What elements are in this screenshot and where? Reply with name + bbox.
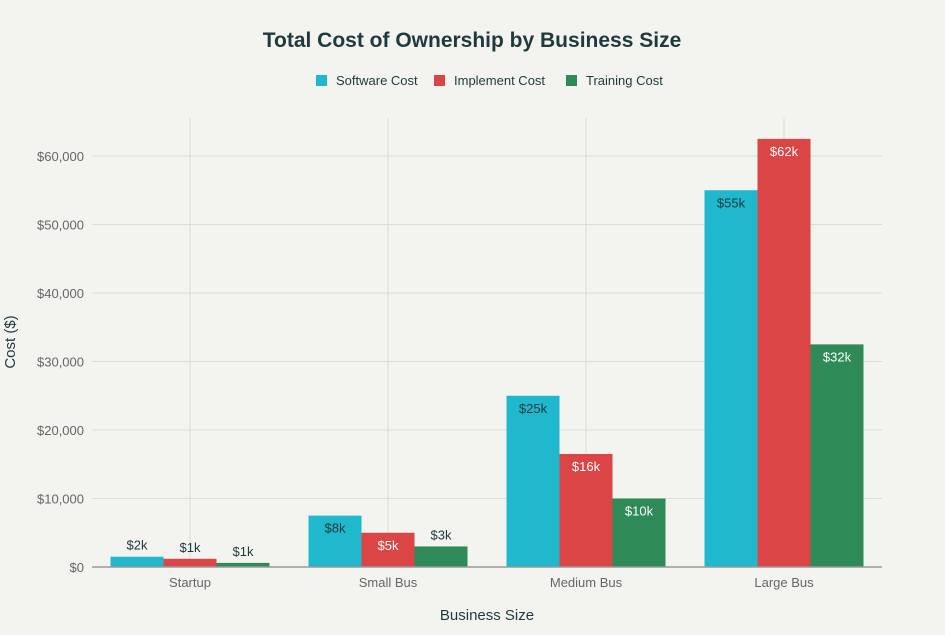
x-axis-title: Business Size (440, 607, 534, 624)
bar-training-cost (216, 562, 270, 567)
legend-label: Software Cost (336, 73, 418, 88)
chart-title: Total Cost of Ownership by Business Size (263, 29, 682, 52)
bar-software-cost (506, 395, 560, 567)
data-label: $55k (717, 195, 746, 210)
x-tick-label: Small Bus (359, 575, 418, 590)
x-tick-label: Large Bus (754, 575, 814, 590)
y-axis-title: Cost ($) (2, 315, 19, 368)
bar-implement-cost (757, 138, 811, 567)
y-tick-label: $40,000 (37, 286, 84, 301)
legend-label: Implement Cost (454, 73, 545, 88)
legend-swatch (316, 75, 327, 86)
data-label: $25k (519, 401, 548, 416)
data-label: $5k (378, 538, 399, 553)
legend-swatch (434, 75, 445, 86)
data-label: $2k (127, 538, 148, 553)
bar-implement-cost (361, 532, 415, 567)
x-tick-label: Startup (169, 575, 211, 590)
bar-implement-cost (559, 453, 613, 567)
data-label: $10k (625, 504, 654, 519)
bar-implement-cost (163, 558, 217, 567)
legend-swatch (566, 75, 577, 86)
data-label: $32k (823, 349, 852, 364)
bar-software-cost (308, 515, 362, 567)
data-label: $8k (325, 521, 346, 536)
bar-training-cost (414, 546, 468, 567)
y-tick-label: $0 (70, 560, 84, 575)
bar-software-cost (704, 190, 758, 567)
x-tick-label: Medium Bus (550, 575, 623, 590)
y-tick-label: $50,000 (37, 218, 84, 233)
data-label: $1k (180, 540, 201, 555)
y-tick-label: $20,000 (37, 423, 84, 438)
y-tick-label: $10,000 (37, 492, 84, 507)
bar-training-cost (612, 498, 666, 567)
data-label: $62k (770, 144, 799, 159)
y-tick-label: $60,000 (37, 149, 84, 164)
bar-software-cost (110, 556, 164, 567)
data-label: $3k (431, 527, 452, 542)
y-tick-label: $30,000 (37, 355, 84, 370)
bar-training-cost (810, 344, 864, 567)
data-label: $16k (572, 459, 601, 474)
data-label: $1k (233, 544, 254, 559)
legend-label: Training Cost (586, 73, 663, 88)
